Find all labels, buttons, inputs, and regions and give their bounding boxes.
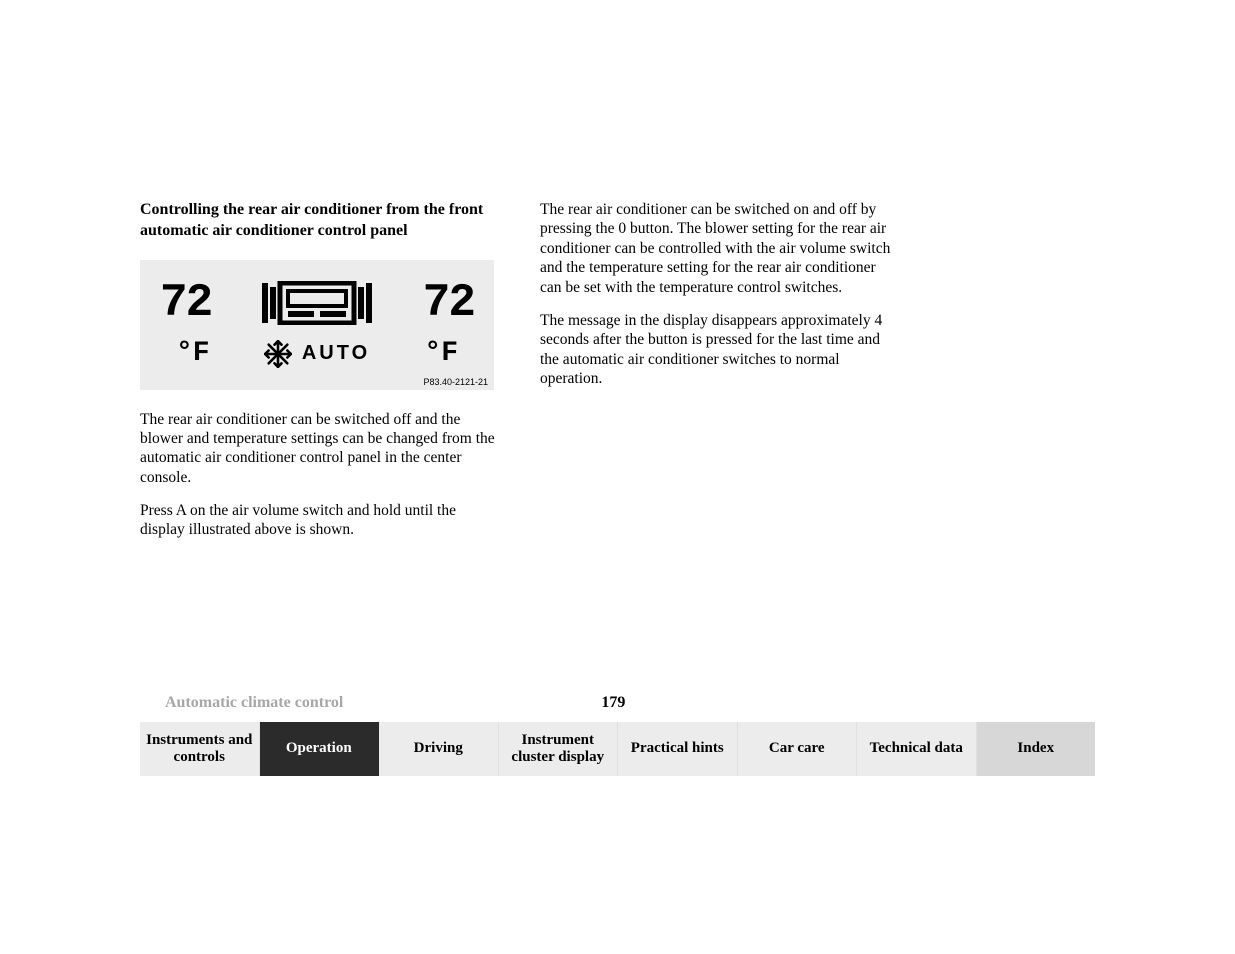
page-number: 179 (601, 694, 625, 712)
left-column: Controlling the rear air conditioner fro… (140, 200, 500, 554)
tab-operation[interactable]: Operation (260, 722, 380, 776)
tab-instrument-cluster[interactable]: Instrument cluster display (499, 722, 619, 776)
right-temp-readout: 72 (423, 280, 474, 326)
car-icon (262, 281, 372, 325)
snowflake-icon (264, 340, 292, 368)
tab-practical-hints[interactable]: Practical hints (618, 722, 738, 776)
tab-car-care[interactable]: Car care (738, 722, 858, 776)
tab-index[interactable]: Index (977, 722, 1096, 776)
body-paragraph: The message in the display disappears ap… (540, 311, 900, 389)
body-paragraph: Press A on the air volume switch and hol… (140, 501, 500, 540)
tab-technical-data[interactable]: Technical data (857, 722, 977, 776)
display-row-temps: 72 72 (160, 278, 474, 328)
page-content: Controlling the rear air conditioner fro… (140, 200, 1095, 554)
right-column: The rear air conditioner can be switched… (540, 200, 900, 554)
tab-label: Instruments and controls (146, 732, 253, 767)
left-unit: °F (176, 340, 210, 368)
body-paragraph: The rear air conditioner can be switched… (140, 410, 500, 488)
body-paragraph: The rear air conditioner can be switched… (540, 200, 900, 297)
right-unit: °F (424, 340, 458, 368)
tab-label: Car care (769, 740, 825, 757)
tab-label: Technical data (870, 740, 963, 757)
tab-label: Driving (414, 740, 463, 757)
section-tabs: Instruments and controls Operation Drivi… (140, 722, 1095, 776)
tab-label: Index (1017, 740, 1054, 757)
page-footer: Automatic climate control 179 Instrument… (140, 694, 1095, 776)
tab-label: Operation (286, 740, 352, 757)
car-graphic (257, 281, 377, 325)
left-temp-readout: 72 (160, 280, 211, 326)
tab-driving[interactable]: Driving (379, 722, 499, 776)
footer-labels: Automatic climate control 179 (140, 694, 1095, 712)
section-heading: Controlling the rear air conditioner fro… (140, 200, 500, 242)
auto-mode-block: AUTO (242, 340, 392, 368)
illustration-part-number: P83.40-2121-21 (423, 377, 488, 387)
running-section-title: Automatic climate control (165, 694, 343, 712)
auto-mode-label: AUTO (302, 342, 370, 365)
two-column-layout: Controlling the rear air conditioner fro… (140, 200, 1095, 554)
tab-label: Practical hints (631, 740, 724, 757)
tab-label: Instrument cluster display (505, 732, 612, 767)
tab-instruments-and-controls[interactable]: Instruments and controls (140, 722, 260, 776)
climate-display-illustration: 72 72 (140, 260, 494, 390)
display-row-units: °F (160, 332, 474, 376)
